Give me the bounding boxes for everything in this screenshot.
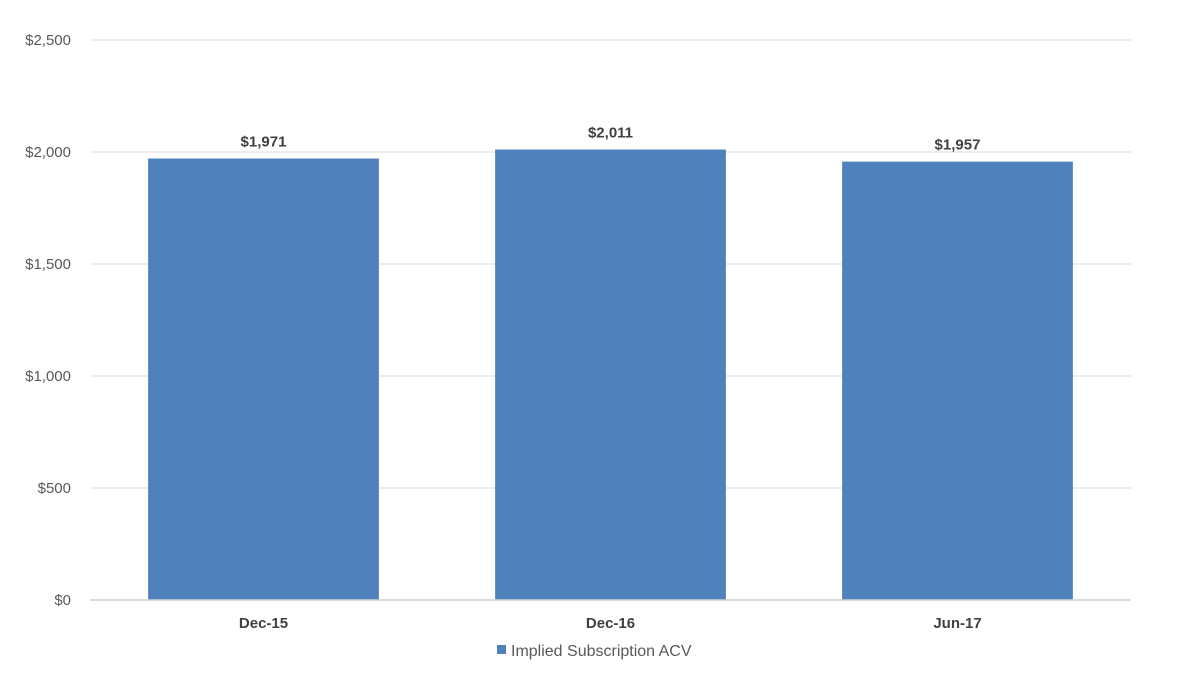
- y-tick-label: $0: [54, 592, 71, 609]
- y-axis-tick-labels: $0 $500 $1,000 $1,500 $2,000 $2,500: [25, 32, 71, 609]
- data-label: $1,957: [935, 137, 981, 154]
- x-category-label: Dec-16: [586, 615, 635, 632]
- x-axis-category-labels: Dec-15 Dec-16 Jun-17: [239, 615, 982, 632]
- x-category-label: Dec-15: [239, 615, 288, 632]
- bar: [495, 149, 726, 600]
- data-label: $1,971: [241, 133, 287, 150]
- y-tick-label: $1,500: [25, 256, 71, 273]
- bar: [148, 158, 379, 600]
- y-tick-label: $500: [38, 480, 71, 497]
- y-tick-label: $1,000: [25, 368, 71, 385]
- legend: Implied Subscription ACV: [497, 643, 692, 660]
- y-tick-label: $2,000: [25, 144, 71, 161]
- data-labels: $1,971 $2,011 $1,957: [241, 125, 981, 154]
- legend-swatch-icon: [497, 645, 506, 654]
- bar: [842, 161, 1073, 600]
- y-tick-label: $2,500: [25, 32, 71, 49]
- data-label: $2,011: [588, 125, 633, 142]
- legend-label: Implied Subscription ACV: [511, 643, 692, 660]
- x-category-label: Jun-17: [933, 615, 981, 632]
- bars: [148, 149, 1073, 600]
